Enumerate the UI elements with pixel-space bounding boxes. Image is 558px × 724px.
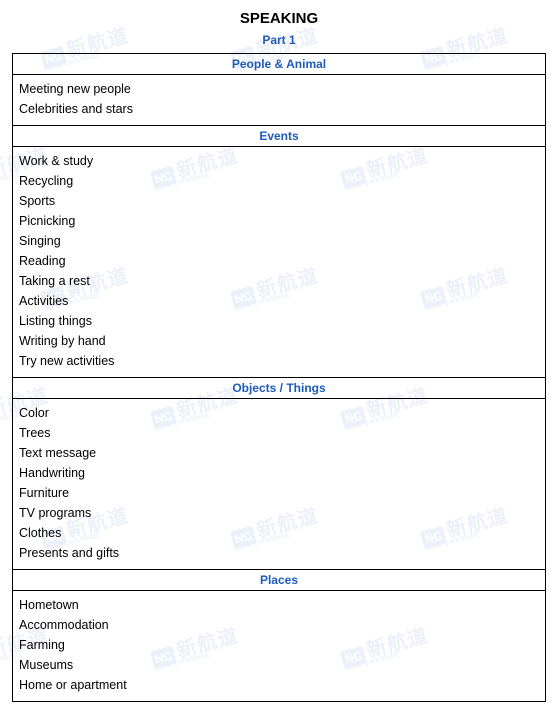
topic-item: Farming — [19, 635, 539, 655]
topic-item: Writing by hand — [19, 331, 539, 351]
topic-item: Hometown — [19, 595, 539, 615]
topic-item: Try new activities — [19, 351, 539, 371]
section-header: Objects / Things — [13, 378, 546, 399]
topic-item: Meeting new people — [19, 79, 539, 99]
document-content: SPEAKING Part 1 People & AnimalMeeting n… — [0, 0, 558, 702]
topic-item: Furniture — [19, 483, 539, 503]
topic-item: Sports — [19, 191, 539, 211]
topic-item: Celebrities and stars — [19, 99, 539, 119]
topic-item: Handwriting — [19, 463, 539, 483]
topic-item: Home or apartment — [19, 675, 539, 695]
topic-item: Activities — [19, 291, 539, 311]
topic-item: Accommodation — [19, 615, 539, 635]
section-header: Events — [13, 126, 546, 147]
topics-table: People & AnimalMeeting new peopleCelebri… — [12, 53, 546, 702]
topic-item: Work & study — [19, 151, 539, 171]
section-items-cell: Work & studyRecyclingSportsPicnickingSin… — [13, 147, 546, 378]
topic-item: Picnicking — [19, 211, 539, 231]
section-items-cell: ColorTreesText messageHandwritingFurnitu… — [13, 399, 546, 570]
topic-item: TV programs — [19, 503, 539, 523]
topic-item: Clothes — [19, 523, 539, 543]
page-subtitle: Part 1 — [12, 33, 546, 47]
section-header: People & Animal — [13, 54, 546, 75]
section-items-cell: Meeting new peopleCelebrities and stars — [13, 75, 546, 126]
topic-item: Listing things — [19, 311, 539, 331]
topic-item: Presents and gifts — [19, 543, 539, 563]
topic-item: Museums — [19, 655, 539, 675]
topic-item: Color — [19, 403, 539, 423]
topic-item: Text message — [19, 443, 539, 463]
topic-item: Singing — [19, 231, 539, 251]
page-title: SPEAKING — [12, 10, 546, 27]
section-items-cell: HometownAccommodationFarmingMuseumsHome … — [13, 591, 546, 702]
section-header: Places — [13, 570, 546, 591]
topic-item: Recycling — [19, 171, 539, 191]
topic-item: Taking a rest — [19, 271, 539, 291]
topic-item: Trees — [19, 423, 539, 443]
topic-item: Reading — [19, 251, 539, 271]
